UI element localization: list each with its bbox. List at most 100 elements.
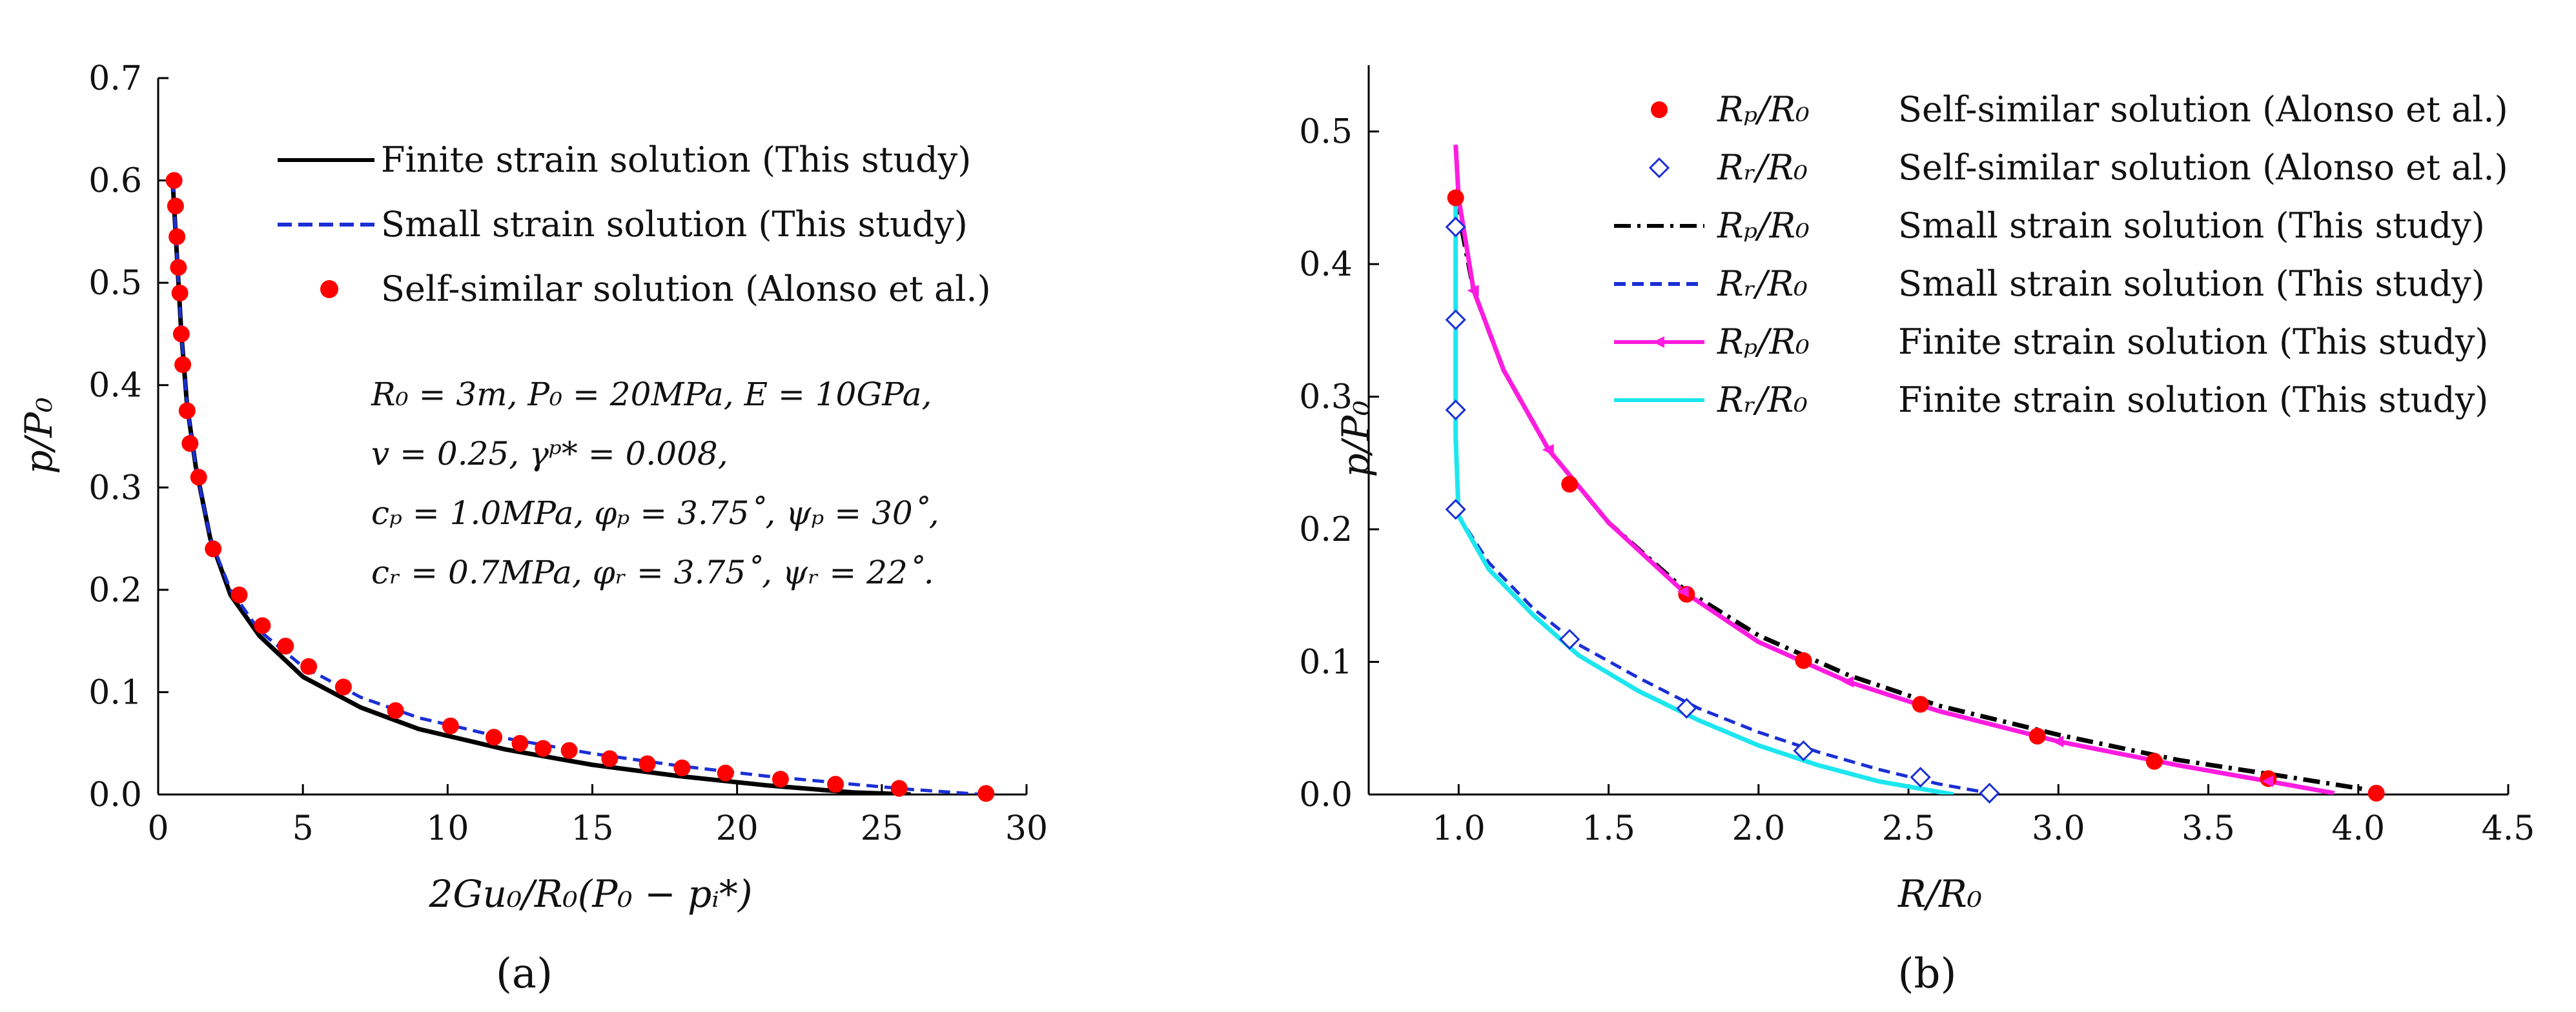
y-tick-label: 0.2	[1299, 511, 1353, 549]
legend-label: Small strain solution (This study)	[381, 204, 968, 245]
chart-a-parameters: R₀ = 3m, P₀ = 20MPa, E = 10GPa, v = 0.25,…	[371, 376, 939, 591]
data-point	[205, 540, 222, 558]
data-point	[277, 638, 294, 655]
y-tick-label: 0.4	[88, 367, 142, 405]
legend-label: Self-similar solution (Alonso et al.)	[1898, 147, 2508, 188]
legend-symbol: Rₚ/R₀	[1717, 89, 1810, 130]
parameter-line: cᵣ = 0.7MPa, φᵣ = 3.75˚, ψᵣ = 22˚.	[371, 554, 934, 591]
data-point-diamond	[1445, 309, 1466, 330]
legend-label: Finite strain solution (This study)	[381, 139, 971, 180]
data-point	[977, 785, 995, 802]
data-point	[174, 356, 192, 373]
data-point	[171, 285, 189, 301]
y-tick-label: 0.0	[88, 776, 142, 815]
data-point	[601, 750, 618, 767]
series-arrow-marker	[1542, 443, 1554, 456]
x-tick-label: 20	[716, 809, 759, 848]
legend-marker	[1648, 157, 1670, 179]
data-point	[230, 586, 248, 603]
x-tick-label: 30	[1005, 809, 1048, 848]
x-tick-label: 2.5	[1882, 809, 1936, 848]
legend-symbol: Rₚ/R₀	[1717, 205, 1810, 246]
data-point-diamond	[1793, 740, 1814, 762]
data-point	[1795, 652, 1812, 669]
data-point	[172, 325, 190, 343]
chart-a-markers	[165, 172, 995, 802]
data-point	[181, 435, 199, 452]
data-point	[511, 734, 529, 752]
legend-arrow	[1653, 336, 1664, 348]
x-tick-label: 10	[426, 809, 469, 848]
data-point	[190, 469, 207, 486]
chart-b-axes: 1.0 1.5 2.0 2.5 3.0 3.5 4.0 4.5 0.0 0.1 0.2 0.3 0.4 0…	[1299, 65, 2535, 848]
y-tick-label: 0.5	[1299, 113, 1353, 152]
data-point	[2029, 727, 2046, 745]
chart-a-x-label: 2Gu₀/R₀(P₀ − pᵢ*)	[428, 872, 752, 916]
legend-label: Small strain solution (This study)	[1898, 263, 2485, 304]
data-point	[169, 228, 186, 245]
y-tick-label: 0.6	[88, 162, 142, 201]
data-point	[890, 780, 908, 797]
series-arrow-marker	[2262, 775, 2274, 787]
data-point	[442, 717, 459, 734]
data-point	[535, 740, 552, 757]
data-point	[1561, 476, 1579, 493]
x-tick-label: 15	[571, 809, 613, 848]
data-point	[165, 172, 183, 189]
chart-b-x-label: R/R₀	[1897, 872, 1982, 916]
legend-label: Finite strain solution (This study)	[1898, 321, 2488, 362]
series-line-3	[1454, 224, 1990, 794]
parameter-line: R₀ = 3m, P₀ = 20MPa, E = 10GPa,	[371, 376, 932, 413]
data-point-diamond	[1559, 629, 1580, 650]
data-point-diamond	[1445, 400, 1466, 421]
legend-label: Self-similar solution (Alonso et al.)	[381, 268, 991, 309]
legend-marker	[1651, 101, 1668, 118]
legend-marker	[320, 280, 338, 298]
data-point	[717, 764, 734, 782]
legend-label: Small strain solution (This study)	[1898, 205, 2485, 246]
x-tick-label: 1.5	[1582, 809, 1635, 848]
x-tick-label: 3.5	[2182, 809, 2235, 848]
data-point-diamond	[1910, 767, 1931, 788]
x-tick-label: 0	[147, 809, 169, 848]
series-arrow-marker	[1677, 585, 1689, 598]
y-tick-label: 0.7	[88, 59, 142, 98]
data-point	[486, 729, 503, 746]
legend-symbol: Rᵣ/R₀	[1717, 380, 1808, 420]
y-tick-label: 0.0	[1299, 776, 1353, 815]
chart-a-y-label: p/P₀	[17, 398, 61, 474]
data-point	[300, 658, 318, 675]
series-arrow-marker	[2052, 735, 2064, 747]
legend-symbol: Rᵣ/R₀	[1717, 263, 1808, 304]
data-point	[387, 702, 404, 719]
legend-label: Self-similar solution (Alonso et al.)	[1898, 89, 2508, 130]
data-point	[772, 771, 789, 788]
y-tick-label: 0.3	[88, 469, 142, 507]
data-point	[1447, 189, 1464, 207]
chart-a-legend: Finite strain solution (This study) Small…	[278, 139, 991, 309]
data-point-diamond	[1676, 698, 1697, 719]
x-tick-label: 4.0	[2331, 809, 2385, 848]
y-tick-label: 0.2	[88, 571, 142, 610]
series-line-5	[1453, 197, 1954, 794]
series-arrow-marker	[1842, 676, 1854, 688]
x-tick-label: 3.0	[2032, 809, 2085, 848]
data-point	[167, 197, 184, 215]
chart-a-axes: 0 5 10 15 20 25 30 0.0 0.1 0.2 0.3 0.4 0.5 0.6 0.7	[88, 59, 1048, 848]
parameter-line: v = 0.25, γᵖ* = 0.008,	[371, 435, 728, 472]
x-tick-label: 4.5	[2482, 809, 2535, 848]
x-tick-label: 1.0	[1432, 809, 1486, 848]
y-tick-label: 0.3	[1299, 378, 1353, 417]
chart-b-legend: Rₚ/R₀ Self-similar solution (Alonso et al…	[1614, 89, 2508, 420]
x-tick-label: 25	[861, 809, 903, 848]
chart-a: 0 5 10 15 20 25 30 0.0 0.1 0.2 0.3 0.4 0.5 0.6 0.7 Fin…	[17, 59, 1048, 998]
data-point	[170, 259, 187, 276]
x-tick-label: 5	[292, 809, 314, 848]
data-point	[178, 402, 196, 420]
y-tick-label: 0.1	[1299, 643, 1353, 682]
data-point	[254, 617, 271, 634]
data-point	[673, 759, 691, 776]
y-tick-label: 0.4	[1299, 245, 1353, 284]
series-arrow-marker	[1467, 285, 1479, 297]
data-point	[1912, 696, 1929, 713]
